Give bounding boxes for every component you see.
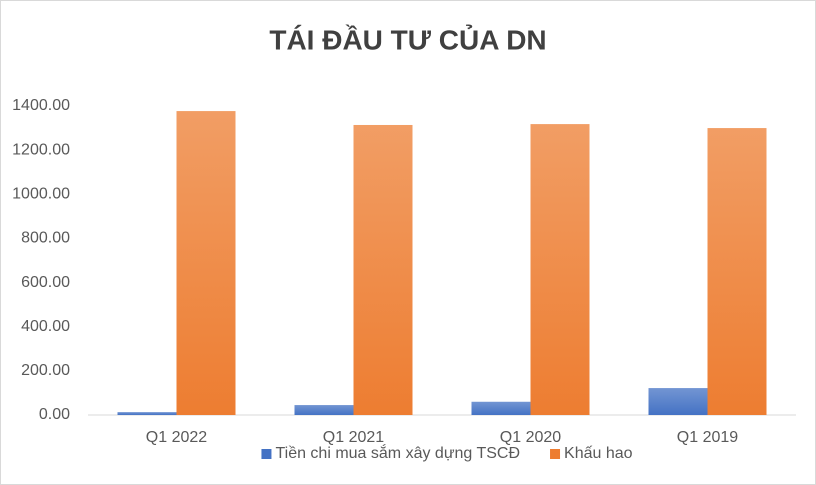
legend-swatch	[550, 449, 561, 459]
bar	[353, 124, 413, 415]
bar	[176, 111, 236, 416]
y-tick-label: 1000.00	[12, 186, 70, 203]
x-tick-label: Q1 2019	[677, 429, 738, 446]
y-tick-label: 200.00	[21, 362, 70, 379]
bar	[117, 412, 177, 415]
x-tick-label: Q1 2021	[323, 429, 384, 446]
legend-label: Khấu hao	[564, 445, 633, 462]
y-tick-label: 1400.00	[12, 97, 70, 114]
bar	[530, 124, 590, 415]
bar	[648, 388, 708, 415]
y-tick-label: 1200.00	[12, 141, 70, 158]
y-tick-label: 800.00	[21, 230, 70, 247]
y-tick-label: 0.00	[39, 406, 70, 423]
y-tick-label: 600.00	[21, 274, 70, 291]
legend-swatch	[261, 449, 272, 459]
x-tick-label: Q1 2022	[146, 429, 207, 446]
legend-label: Tiền chi mua sắm xây dựng TSCĐ	[275, 443, 520, 462]
y-tick-label: 400.00	[21, 318, 70, 335]
x-tick-label: Q1 2020	[500, 429, 561, 446]
chart-title: TÁI ĐẦU TƯ CỦA DN	[269, 23, 546, 55]
bar	[294, 405, 354, 415]
bar	[707, 128, 767, 416]
bar	[471, 401, 531, 415]
